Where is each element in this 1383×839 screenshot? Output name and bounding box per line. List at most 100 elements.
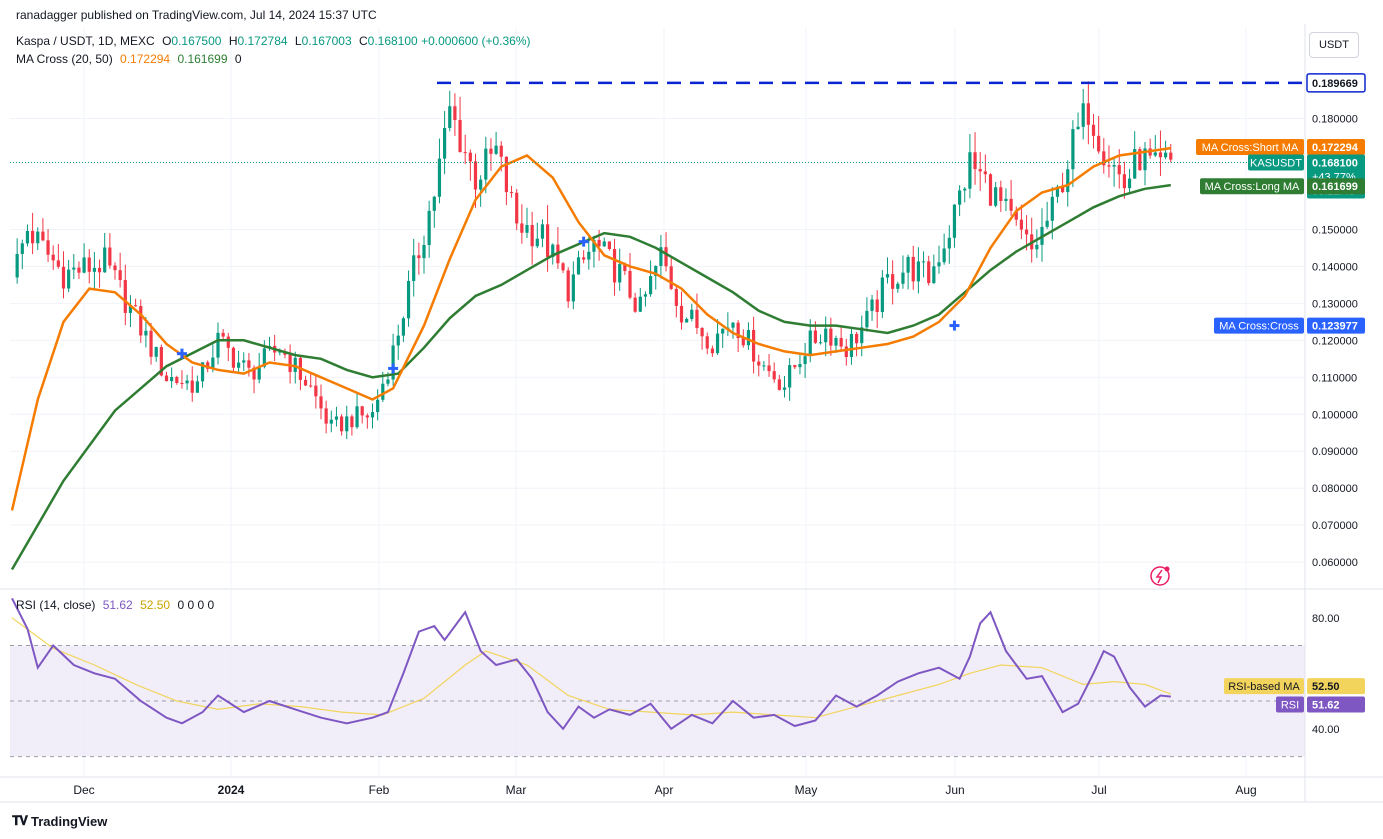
- candle-up: [880, 277, 884, 313]
- candle-down: [324, 408, 328, 424]
- y-tick-label: 0.140000: [1312, 261, 1358, 273]
- candle-down: [108, 247, 112, 266]
- candle-up: [885, 274, 890, 278]
- candle-up: [1143, 148, 1147, 171]
- candle-up: [963, 188, 967, 191]
- candle-up: [896, 283, 900, 289]
- candle-down: [77, 267, 81, 273]
- candle-down: [1117, 165, 1121, 175]
- ma-label[interactable]: MA Cross (20, 50): [16, 52, 113, 66]
- candle-down: [1091, 124, 1096, 136]
- candle-down: [314, 385, 318, 397]
- candle-down: [489, 148, 493, 154]
- candle-down: [664, 247, 668, 267]
- candle-down: [988, 174, 993, 206]
- ma-long: [10, 183, 1171, 571]
- candle-down: [509, 192, 514, 194]
- rsi-label[interactable]: RSI (14, close): [16, 598, 96, 612]
- candle-down: [340, 416, 344, 432]
- candle-down: [139, 306, 143, 336]
- ma-cross-name-tag-bg: [1214, 317, 1304, 334]
- candle-up: [798, 364, 802, 368]
- candle-up: [67, 269, 71, 289]
- candle-down: [983, 171, 987, 175]
- candle-down: [767, 365, 771, 372]
- candle-down: [669, 266, 673, 289]
- candle-up: [715, 333, 720, 354]
- candle-down: [891, 274, 895, 289]
- candle-down: [777, 379, 781, 390]
- candle-up: [824, 328, 828, 343]
- candle-down: [1086, 103, 1090, 125]
- candle-down: [855, 333, 859, 344]
- candle-up: [659, 247, 663, 266]
- symbol-name-tag: KASUSDT: [1248, 154, 1304, 171]
- candle-up: [1164, 152, 1168, 158]
- candle-up: [15, 253, 19, 278]
- candle-down: [123, 280, 127, 313]
- ma-long-tag: 0.161699: [1307, 178, 1365, 195]
- candle-up: [1045, 220, 1049, 227]
- ma-short-line: [10, 146, 1171, 511]
- rsi-tag-text: 51.62: [1312, 700, 1340, 712]
- candle-up: [293, 357, 297, 373]
- candle-down: [623, 264, 627, 271]
- y-tick-label: 0.080000: [1312, 483, 1358, 495]
- candle-up: [551, 244, 555, 258]
- open-value: 0.167500: [171, 34, 222, 48]
- x-tick-label: Jun: [945, 783, 964, 797]
- candle-down: [705, 336, 709, 349]
- symbol-title[interactable]: Kaspa / USDT, 1D, MEXC: [16, 34, 155, 48]
- candle-down: [566, 270, 570, 302]
- candle-up: [448, 106, 452, 129]
- rsi-tick-label: 40.00: [1312, 724, 1340, 736]
- candle-down: [175, 376, 179, 383]
- currency-button[interactable]: USDT: [1309, 32, 1359, 58]
- ma-cross-tag: 0.123977: [1307, 317, 1365, 334]
- candle-up: [72, 267, 76, 270]
- rsi-zero-values: 0 0 0 0: [177, 598, 215, 612]
- candle-up: [154, 347, 158, 357]
- candle-up: [901, 272, 905, 284]
- candle-down: [51, 254, 55, 261]
- tradingview-logo[interactable]: 𝐓𝐕 TradingView: [12, 813, 107, 829]
- candle-up: [278, 351, 282, 353]
- candle-down: [757, 361, 761, 366]
- candle-up: [170, 376, 174, 382]
- rsi-line: [11, 597, 1171, 731]
- candle-down: [813, 330, 817, 343]
- candle-down: [1014, 210, 1018, 220]
- candle-down: [695, 309, 699, 328]
- rsi-ma-tag-bg: [1307, 678, 1365, 695]
- low-value: 0.167003: [301, 34, 352, 48]
- candle-up: [746, 329, 751, 346]
- x-tick-label: Mar: [506, 783, 527, 797]
- candle-down: [61, 266, 66, 289]
- candle-up: [432, 196, 436, 211]
- candle-down: [710, 348, 714, 354]
- candle-down: [499, 145, 503, 157]
- candle-up: [968, 152, 972, 189]
- ma-short-tag-bg: [1307, 139, 1365, 156]
- candle-up: [242, 360, 246, 363]
- candle-down: [473, 161, 478, 190]
- ma-cross-name-tag: MA Cross:Cross: [1214, 317, 1304, 334]
- change-value: +0.000600 (+0.36%): [421, 34, 531, 48]
- candle-down: [504, 156, 508, 193]
- candle-down: [149, 330, 153, 357]
- candle-up: [540, 224, 545, 239]
- flash-icon[interactable]: [1150, 566, 1170, 586]
- candle-down: [973, 152, 977, 170]
- candle-up: [916, 261, 920, 282]
- candle-up: [386, 379, 390, 384]
- candle-down: [206, 362, 210, 369]
- candle-up: [731, 322, 735, 328]
- y-tick-label: 0.110000: [1312, 372, 1357, 384]
- candle-up: [262, 348, 266, 367]
- ma-long-name-tag-text: MA Cross:Long MA: [1205, 181, 1300, 193]
- candle-up: [803, 356, 807, 365]
- candle-up: [1153, 152, 1157, 156]
- candle-down: [226, 336, 230, 348]
- candle-down: [31, 230, 35, 244]
